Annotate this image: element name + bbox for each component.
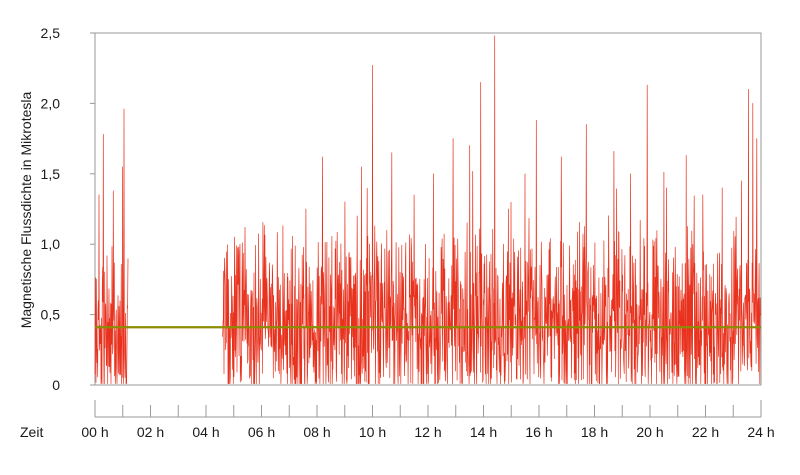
x-tick-label: 16 h <box>525 424 552 440</box>
x-axis-title: Zeit <box>20 424 43 440</box>
x-tick-label: 08 h <box>303 424 330 440</box>
x-axis-ticks: 00 h 02 h 04 h 06 h 08 h 10 h 12 h 14 h 16 h 18 h… <box>81 405 775 440</box>
x-tick-label: 04 h <box>192 424 219 440</box>
y-axis-title: Magnetische Flussdichte in Mikrotesla <box>18 92 34 329</box>
y-tick-label: 1,5 <box>41 166 61 182</box>
x-tick-label: 06 h <box>248 424 275 440</box>
y-tick-label: 2,0 <box>41 95 61 111</box>
x-tick-label: 02 h <box>137 424 164 440</box>
flux-density-series-line <box>222 35 762 384</box>
x-tick-label: 14 h <box>470 424 497 440</box>
y-tick-label: 0 <box>52 377 60 393</box>
x-tick-label: 00 h <box>81 424 108 440</box>
y-axis-ticks: 0 0,5 1,0 1,5 2,0 2,5 <box>41 25 95 393</box>
series-group <box>94 35 762 384</box>
y-tick-label: 1,0 <box>41 236 61 252</box>
x-tick-label: 12 h <box>414 424 441 440</box>
x-tick-label: 18 h <box>581 424 608 440</box>
x-tick-label: 24 h <box>747 424 774 440</box>
y-tick-label: 0,5 <box>41 307 61 323</box>
x-tick-label: 22 h <box>692 424 719 440</box>
y-tick-label: 2,5 <box>41 25 61 41</box>
flux-density-series-line <box>94 108 129 384</box>
plot-area-frame <box>94 32 762 386</box>
x-tick-label: 10 h <box>359 424 386 440</box>
x-tick-label: 20 h <box>636 424 663 440</box>
